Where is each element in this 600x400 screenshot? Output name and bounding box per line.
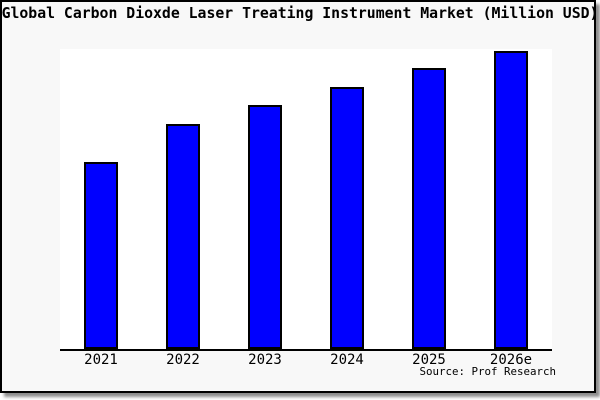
x-tick-label-2022: 2022 xyxy=(166,352,200,368)
x-tick-label-2025: 2025 xyxy=(412,352,446,368)
bar-2023 xyxy=(248,105,282,349)
chart-title: Global Carbon Dioxde Laser Treating Inst… xyxy=(1,5,599,22)
bar-2025 xyxy=(412,68,446,349)
source-caption: Source: Prof Research xyxy=(419,365,556,378)
bar-2024 xyxy=(330,87,364,349)
x-tick-label-2023: 2023 xyxy=(248,352,282,368)
x-tick-label-2026e: 2026e xyxy=(489,352,533,368)
bar-2026e xyxy=(494,51,528,349)
bar-2021 xyxy=(84,162,118,349)
x-tick-label-2024: 2024 xyxy=(330,352,364,368)
plot-area xyxy=(60,49,552,349)
x-axis-line xyxy=(60,349,552,351)
x-tick-label-2021: 2021 xyxy=(84,352,118,368)
bar-2022 xyxy=(166,124,200,349)
